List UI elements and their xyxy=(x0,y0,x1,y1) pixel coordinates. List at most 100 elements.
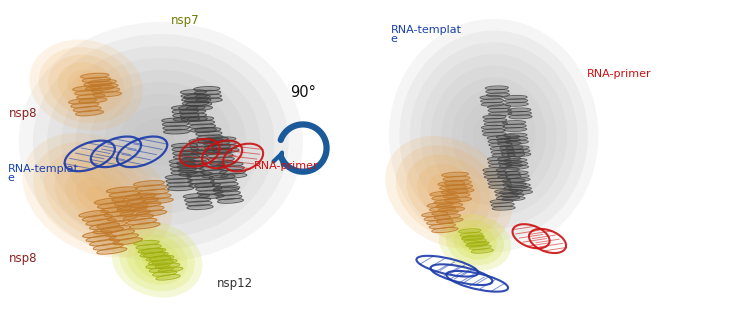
Ellipse shape xyxy=(99,248,125,253)
Ellipse shape xyxy=(506,100,527,102)
Ellipse shape xyxy=(218,163,242,166)
Ellipse shape xyxy=(88,220,114,225)
Ellipse shape xyxy=(132,118,189,166)
Ellipse shape xyxy=(218,196,241,199)
Ellipse shape xyxy=(174,152,197,155)
Ellipse shape xyxy=(468,237,482,248)
Text: nsp7: nsp7 xyxy=(171,14,199,27)
Ellipse shape xyxy=(104,94,218,190)
Ellipse shape xyxy=(463,237,482,240)
Ellipse shape xyxy=(505,186,526,189)
Ellipse shape xyxy=(135,241,158,244)
Ellipse shape xyxy=(138,211,165,215)
Ellipse shape xyxy=(481,96,502,99)
Ellipse shape xyxy=(187,172,211,175)
Ellipse shape xyxy=(153,260,176,264)
Ellipse shape xyxy=(453,226,497,260)
Ellipse shape xyxy=(183,94,206,97)
Ellipse shape xyxy=(500,161,521,163)
Ellipse shape xyxy=(95,244,122,249)
Ellipse shape xyxy=(90,82,232,202)
Ellipse shape xyxy=(163,119,186,122)
Ellipse shape xyxy=(191,129,215,132)
Ellipse shape xyxy=(504,125,525,127)
Ellipse shape xyxy=(498,172,519,175)
Ellipse shape xyxy=(506,172,527,174)
Ellipse shape xyxy=(82,74,107,77)
Ellipse shape xyxy=(212,179,235,182)
Ellipse shape xyxy=(505,128,526,131)
Ellipse shape xyxy=(84,215,111,220)
Ellipse shape xyxy=(125,215,152,220)
Ellipse shape xyxy=(190,184,214,187)
Ellipse shape xyxy=(144,199,171,203)
Ellipse shape xyxy=(186,198,209,201)
Ellipse shape xyxy=(111,234,137,240)
Ellipse shape xyxy=(76,77,96,93)
Ellipse shape xyxy=(499,142,520,145)
Ellipse shape xyxy=(462,100,525,170)
Ellipse shape xyxy=(203,174,227,177)
Ellipse shape xyxy=(77,111,102,115)
Ellipse shape xyxy=(202,170,225,174)
Ellipse shape xyxy=(507,175,528,178)
Text: RNA-primer: RNA-primer xyxy=(587,69,652,79)
Ellipse shape xyxy=(171,160,194,163)
Ellipse shape xyxy=(509,109,530,111)
Ellipse shape xyxy=(190,139,214,142)
Ellipse shape xyxy=(222,174,245,177)
Ellipse shape xyxy=(127,235,187,285)
Ellipse shape xyxy=(406,155,491,230)
Ellipse shape xyxy=(65,169,129,222)
Ellipse shape xyxy=(488,106,509,108)
Ellipse shape xyxy=(505,134,526,136)
Ellipse shape xyxy=(147,257,170,261)
Ellipse shape xyxy=(139,190,168,194)
Ellipse shape xyxy=(485,175,506,178)
Ellipse shape xyxy=(219,199,242,203)
Ellipse shape xyxy=(135,181,163,186)
Ellipse shape xyxy=(99,222,125,228)
Ellipse shape xyxy=(482,126,503,129)
Ellipse shape xyxy=(183,98,206,101)
Ellipse shape xyxy=(443,173,467,176)
Ellipse shape xyxy=(88,86,112,90)
Ellipse shape xyxy=(396,145,502,239)
Ellipse shape xyxy=(509,153,530,156)
Ellipse shape xyxy=(502,194,523,197)
Ellipse shape xyxy=(180,106,203,109)
Ellipse shape xyxy=(209,158,233,161)
Ellipse shape xyxy=(426,216,449,220)
Ellipse shape xyxy=(463,236,483,239)
Ellipse shape xyxy=(87,186,108,204)
Ellipse shape xyxy=(483,129,504,132)
Ellipse shape xyxy=(488,179,509,181)
Ellipse shape xyxy=(188,176,212,179)
Ellipse shape xyxy=(496,190,517,192)
Ellipse shape xyxy=(197,132,221,135)
Ellipse shape xyxy=(44,151,150,240)
Ellipse shape xyxy=(432,192,455,195)
Ellipse shape xyxy=(198,191,221,194)
Ellipse shape xyxy=(61,58,260,226)
Ellipse shape xyxy=(84,78,109,82)
Ellipse shape xyxy=(183,117,206,121)
Ellipse shape xyxy=(488,94,509,96)
Ellipse shape xyxy=(461,231,489,254)
Ellipse shape xyxy=(195,87,218,90)
Ellipse shape xyxy=(487,90,508,93)
Ellipse shape xyxy=(502,150,523,152)
Text: RNA-templat
e: RNA-templat e xyxy=(7,164,79,183)
Ellipse shape xyxy=(172,167,195,170)
Ellipse shape xyxy=(167,175,190,179)
Ellipse shape xyxy=(90,80,114,84)
Ellipse shape xyxy=(191,125,214,128)
Ellipse shape xyxy=(141,253,164,257)
Ellipse shape xyxy=(503,121,524,124)
Ellipse shape xyxy=(180,169,203,172)
Ellipse shape xyxy=(506,137,527,140)
Ellipse shape xyxy=(141,194,169,198)
Ellipse shape xyxy=(102,207,129,212)
Ellipse shape xyxy=(506,166,527,169)
Ellipse shape xyxy=(441,77,546,194)
